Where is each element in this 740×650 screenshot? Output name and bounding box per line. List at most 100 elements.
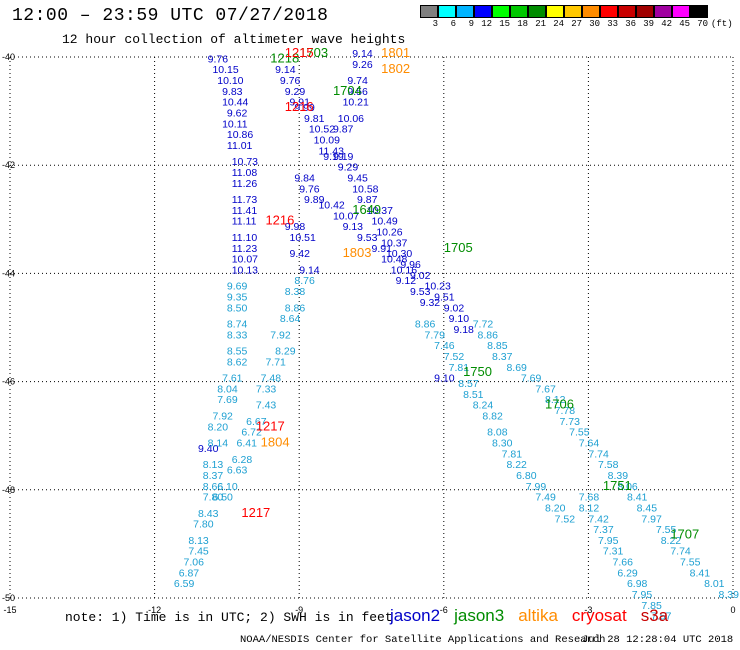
wave-height-value: 8.86 xyxy=(415,319,436,331)
wave-height-value: 8.82 xyxy=(482,410,503,422)
wave-height-value: 10.21 xyxy=(343,97,369,109)
wave-height-value: 8.12 xyxy=(545,394,566,406)
wave-height-value: 9.02 xyxy=(410,270,431,282)
wave-height-value: 7.61 xyxy=(222,373,243,385)
wave-height-value: 10.11 xyxy=(222,118,248,130)
wave-height-value: 9.76 xyxy=(280,75,301,87)
track-time-label: 1217 xyxy=(241,505,270,520)
legend-swatch xyxy=(546,5,564,18)
color-scale-labels: 3 6 9 12 15 18 21 24 27 30 33 36 39 42 45 70 (ft) xyxy=(420,19,735,29)
legend-swatch xyxy=(510,5,528,18)
wave-height-value: 7.49 xyxy=(535,492,556,504)
wave-height-value: 10.23 xyxy=(425,281,451,293)
wave-height-value: 9.91 xyxy=(372,243,393,255)
wave-height-value: 6.87 xyxy=(179,567,200,579)
wave-height-value: 8.12 xyxy=(579,502,600,514)
wave-height-value: 9.87 xyxy=(333,124,354,136)
legend-label: 18 xyxy=(517,19,528,29)
legend-swatch xyxy=(582,5,600,18)
y-tick-label: -42 xyxy=(2,160,15,170)
wave-height-value: 10.30 xyxy=(386,248,412,260)
wave-height-value: 9.32 xyxy=(420,297,441,309)
satellite-legend-jason3: jason3 xyxy=(454,606,505,625)
wave-height-value: 7.80 xyxy=(193,519,214,531)
wave-height-value: 7.67 xyxy=(535,383,556,395)
wave-height-value: 8.08 xyxy=(487,427,508,439)
wave-height-value: 8.39 xyxy=(608,470,629,482)
wave-height-value: 8.29 xyxy=(275,346,296,358)
wave-height-value: 7.55 xyxy=(569,427,590,439)
wave-height-value: 9.51 xyxy=(434,291,455,303)
wave-height-value: 10.49 xyxy=(372,216,398,228)
y-tick-label: -44 xyxy=(2,268,15,278)
wave-height-value: 9.10 xyxy=(434,373,455,385)
wave-height-value: 9.12 xyxy=(396,275,417,287)
wave-height-value: 8.39 xyxy=(719,589,740,601)
wave-height-value: 7.69 xyxy=(217,394,238,406)
wave-height-value: 7.55 xyxy=(656,524,677,536)
legend-label: 45 xyxy=(679,19,690,29)
track-time-label: 1801 xyxy=(381,45,410,60)
wave-height-value: 9.99 xyxy=(294,102,315,114)
track-time-label: 1751 xyxy=(603,478,632,493)
wave-height-value: 9.91 xyxy=(290,97,311,109)
wave-height-value: 9.26 xyxy=(352,59,373,71)
wave-height-value: 9.42 xyxy=(290,248,311,260)
wave-height-value: 8.62 xyxy=(227,356,248,368)
wave-height-value: 7.46 xyxy=(434,340,455,352)
legend-label: 6 xyxy=(450,19,456,29)
wave-height-value: 10.52 xyxy=(309,124,335,136)
wave-height-value: 6.72 xyxy=(241,427,262,439)
wave-height-value: 8.24 xyxy=(473,400,494,412)
wave-height-value: 7.72 xyxy=(473,319,494,331)
wave-height-value: 7.68 xyxy=(579,492,600,504)
wave-height-value: 8.85 xyxy=(487,340,508,352)
wave-height-value: 8.57 xyxy=(458,378,479,390)
wave-height-value: 9.83 xyxy=(222,86,243,98)
legend-swatch xyxy=(636,5,654,18)
wave-height-value: 6.28 xyxy=(232,454,253,466)
x-tick-label: -15 xyxy=(3,605,16,615)
wave-height-value: 10.16 xyxy=(391,264,417,276)
wave-height-value: 9.02 xyxy=(444,302,465,314)
wave-height-value: 7.92 xyxy=(270,329,291,341)
wave-height-value: 9.19 xyxy=(323,151,344,163)
legend-label: 21 xyxy=(535,19,546,29)
legend-label: 42 xyxy=(661,19,672,29)
legend-swatch xyxy=(564,5,582,18)
wave-height-value: 10.07 xyxy=(232,254,258,266)
wave-height-value: 8.50 xyxy=(227,302,248,314)
wave-height-value: 7.69 xyxy=(521,373,542,385)
wave-height-value: 9.87 xyxy=(357,194,378,206)
wave-height-value: 10.86 xyxy=(227,129,253,141)
color-scale-bar xyxy=(420,5,735,18)
wave-height-value: 7.99 xyxy=(526,481,547,493)
wave-height-value: 7.81 xyxy=(449,362,470,374)
wave-height-value: 9.19 xyxy=(333,151,354,163)
track-time-label: 1703 xyxy=(299,45,328,60)
wave-height-value: 7.52 xyxy=(444,351,465,363)
wave-height-value: 6.67 xyxy=(246,416,267,428)
wave-height-value: 8.74 xyxy=(227,319,248,331)
wave-height-value: 9.14 xyxy=(299,264,320,276)
wave-height-value: 6.80 xyxy=(516,470,537,482)
wave-height-value: 8.69 xyxy=(506,362,527,374)
track-time-label: 1649 xyxy=(352,202,381,217)
wave-height-value: 7.45 xyxy=(188,546,209,558)
wave-height-value: 9.96 xyxy=(400,259,421,271)
wave-height-value: 9.10 xyxy=(449,313,470,325)
wave-height-value: 11.08 xyxy=(232,167,258,179)
track-time-label: 1802 xyxy=(381,61,410,76)
wave-height-value: 10.37 xyxy=(367,205,393,217)
wave-height-value: 7.57 xyxy=(651,611,672,623)
wave-height-value: 7.48 xyxy=(261,373,282,385)
wave-height-value: 9.81 xyxy=(304,113,325,125)
wave-height-value: 7.33 xyxy=(256,383,277,395)
wave-height-value: 10.48 xyxy=(381,254,407,266)
wave-height-value: 7.85 xyxy=(641,600,662,612)
wave-height-value: 8.06 xyxy=(617,481,638,493)
wave-height-value: 7.52 xyxy=(555,513,576,525)
x-tick-label: -9 xyxy=(295,605,303,615)
track-time-label: 1704 xyxy=(333,83,362,98)
legend-swatch xyxy=(492,5,510,18)
